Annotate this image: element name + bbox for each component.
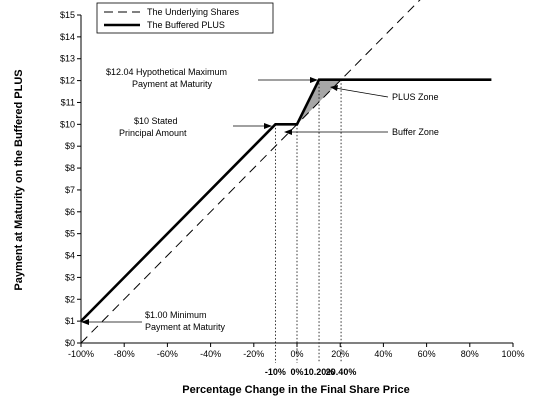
annotation-min-payment-line1: $1.00 Minimum	[145, 310, 207, 320]
y-tick-label: $12	[60, 76, 75, 86]
y-tick-label: $11	[61, 97, 75, 107]
extra-x-labels: -10% 0% 10.20%20.40%	[265, 367, 356, 377]
key-x-label: 10.20%	[304, 367, 335, 377]
annotation-buffer-zone-arrow	[284, 129, 292, 135]
x-tick-label: -60%	[157, 349, 178, 359]
annotation-stated-principal-arrow	[264, 123, 272, 129]
x-ticks: -100% -80% -60% -40% -20% 0% 20% 40% 60% 80% 100%	[68, 343, 525, 359]
annotation-max-payment-arrow	[310, 77, 318, 83]
key-x-label: -10%	[265, 367, 286, 377]
legend-box	[96, 2, 274, 34]
annotation-stated-principal: $10 Stated Principal Amount	[119, 116, 272, 138]
annotation-min-payment-arrow	[81, 319, 89, 325]
x-tick-label: -40%	[200, 349, 221, 359]
y-tick-label: $2	[65, 294, 75, 304]
annotation-plus-zone: PLUS Zone	[330, 85, 439, 102]
x-tick-label: -100%	[68, 349, 94, 359]
series-layer	[80, 0, 492, 344]
annotation-plus-zone-label: PLUS Zone	[392, 92, 439, 102]
y-ticks: $0 $1 $2 $3 $4 $5 $6 $7 $8 $9 $10 $11 $12 $13 $14 $15	[60, 10, 81, 348]
x-axis-title: Percentage Change in the Final Share Pri…	[182, 384, 409, 396]
x-tick-label: 100%	[501, 349, 524, 359]
y-tick-label: $1	[65, 316, 75, 326]
x-tick-label: -80%	[114, 349, 135, 359]
x-tick-label: 20%	[331, 349, 349, 359]
annotation-buffer-zone: Buffer Zone	[284, 127, 439, 137]
y-tick-label: $8	[65, 163, 75, 173]
annotation-plus-zone-arrow	[330, 85, 338, 91]
y-tick-label: $13	[60, 54, 75, 64]
annotation-buffer-zone-label: Buffer Zone	[392, 127, 439, 137]
annotation-min-payment-line2: Payment at Maturity	[145, 322, 226, 332]
y-tick-label: $5	[65, 229, 75, 239]
annotation-max-payment-line2: Payment at Maturity	[132, 79, 213, 89]
drop-lines-layer	[274, 79, 342, 363]
y-tick-label: $0	[65, 338, 75, 348]
x-tick-label: 40%	[374, 349, 392, 359]
x-tick-label: 60%	[418, 349, 436, 359]
key-x-label: 20.40%	[326, 367, 357, 377]
y-tick-label: $4	[65, 251, 75, 261]
y-tick-label: $15	[60, 10, 75, 20]
y-axis-title: Payment at Maturity on the Buffered PLUS	[13, 69, 25, 290]
y-tick-label: $9	[65, 141, 75, 151]
key-x-label: 0%	[290, 367, 303, 377]
annotation-stated-principal-line2: Principal Amount	[119, 128, 187, 138]
x-tick-label: -20%	[243, 349, 264, 359]
annotation-plus-zone-leader	[334, 87, 389, 98]
x-tick-label: 0%	[290, 349, 303, 359]
y-tick-label: $7	[65, 185, 75, 195]
annotation-max-payment-line1: $12.04 Hypothetical Maximum	[106, 67, 227, 77]
legend: The Underlying Shares The Buffered PLUS	[96, 2, 274, 34]
y-tick-label: $3	[65, 272, 75, 282]
legend-label-underlying: The Underlying Shares	[147, 7, 240, 17]
y-tick-label: $10	[60, 119, 75, 129]
annotation-max-payment: $12.04 Hypothetical Maximum Payment at M…	[106, 67, 318, 89]
y-tick-label: $6	[65, 207, 75, 217]
series-underlying-shares	[80, 0, 421, 344]
y-tick-label: $14	[60, 32, 75, 42]
x-tick-label: 80%	[461, 349, 479, 359]
annotation-stated-principal-line1: $10 Stated	[134, 116, 178, 126]
series-buffered-plus	[80, 78, 492, 323]
legend-label-plus: The Buffered PLUS	[147, 20, 225, 30]
annotation-min-payment: $1.00 Minimum Payment at Maturity	[81, 310, 226, 332]
